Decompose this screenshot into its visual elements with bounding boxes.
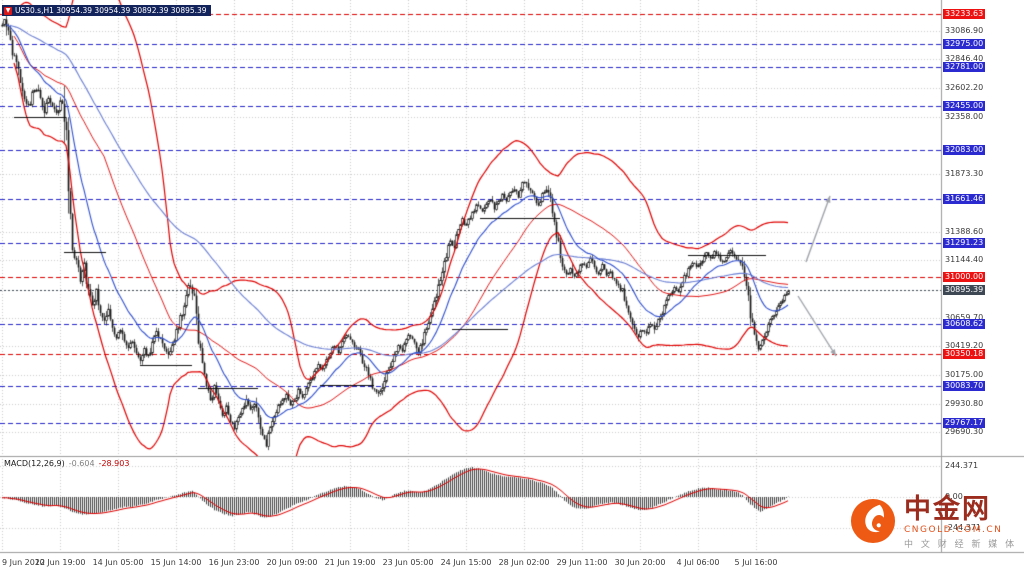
- cngold-watermark: 中金网 CNGOLD.COM.CN 中 文 财 经 新 媒 体: [850, 496, 1017, 550]
- watermark-domain: CNGOLD.COM.CN: [904, 525, 1003, 535]
- macd-indicator-label: MACD(12,26,9) -0.604 -28.903: [4, 459, 129, 468]
- macd-name: MACD(12,26,9): [4, 459, 65, 468]
- macd-signal-value: -28.903: [98, 459, 130, 468]
- symbol-info-bar: ▼ US30.s,H1 30954.39 30954.39 30892.39 3…: [2, 5, 211, 16]
- watermark-tagline: 中 文 财 经 新 媒 体: [904, 540, 1017, 550]
- cngold-logo-icon: [850, 498, 896, 548]
- chart-symbol-icon: ▼: [4, 6, 12, 15]
- watermark-text: 中金网 CNGOLD.COM.CN 中 文 财 经 新 媒 体: [904, 494, 1017, 551]
- macd-main-value: -0.604: [68, 459, 95, 468]
- watermark-brand: 中金网: [904, 494, 991, 525]
- symbol-ohlc-text: US30.s,H1 30954.39 30954.39 30892.39 308…: [15, 6, 207, 15]
